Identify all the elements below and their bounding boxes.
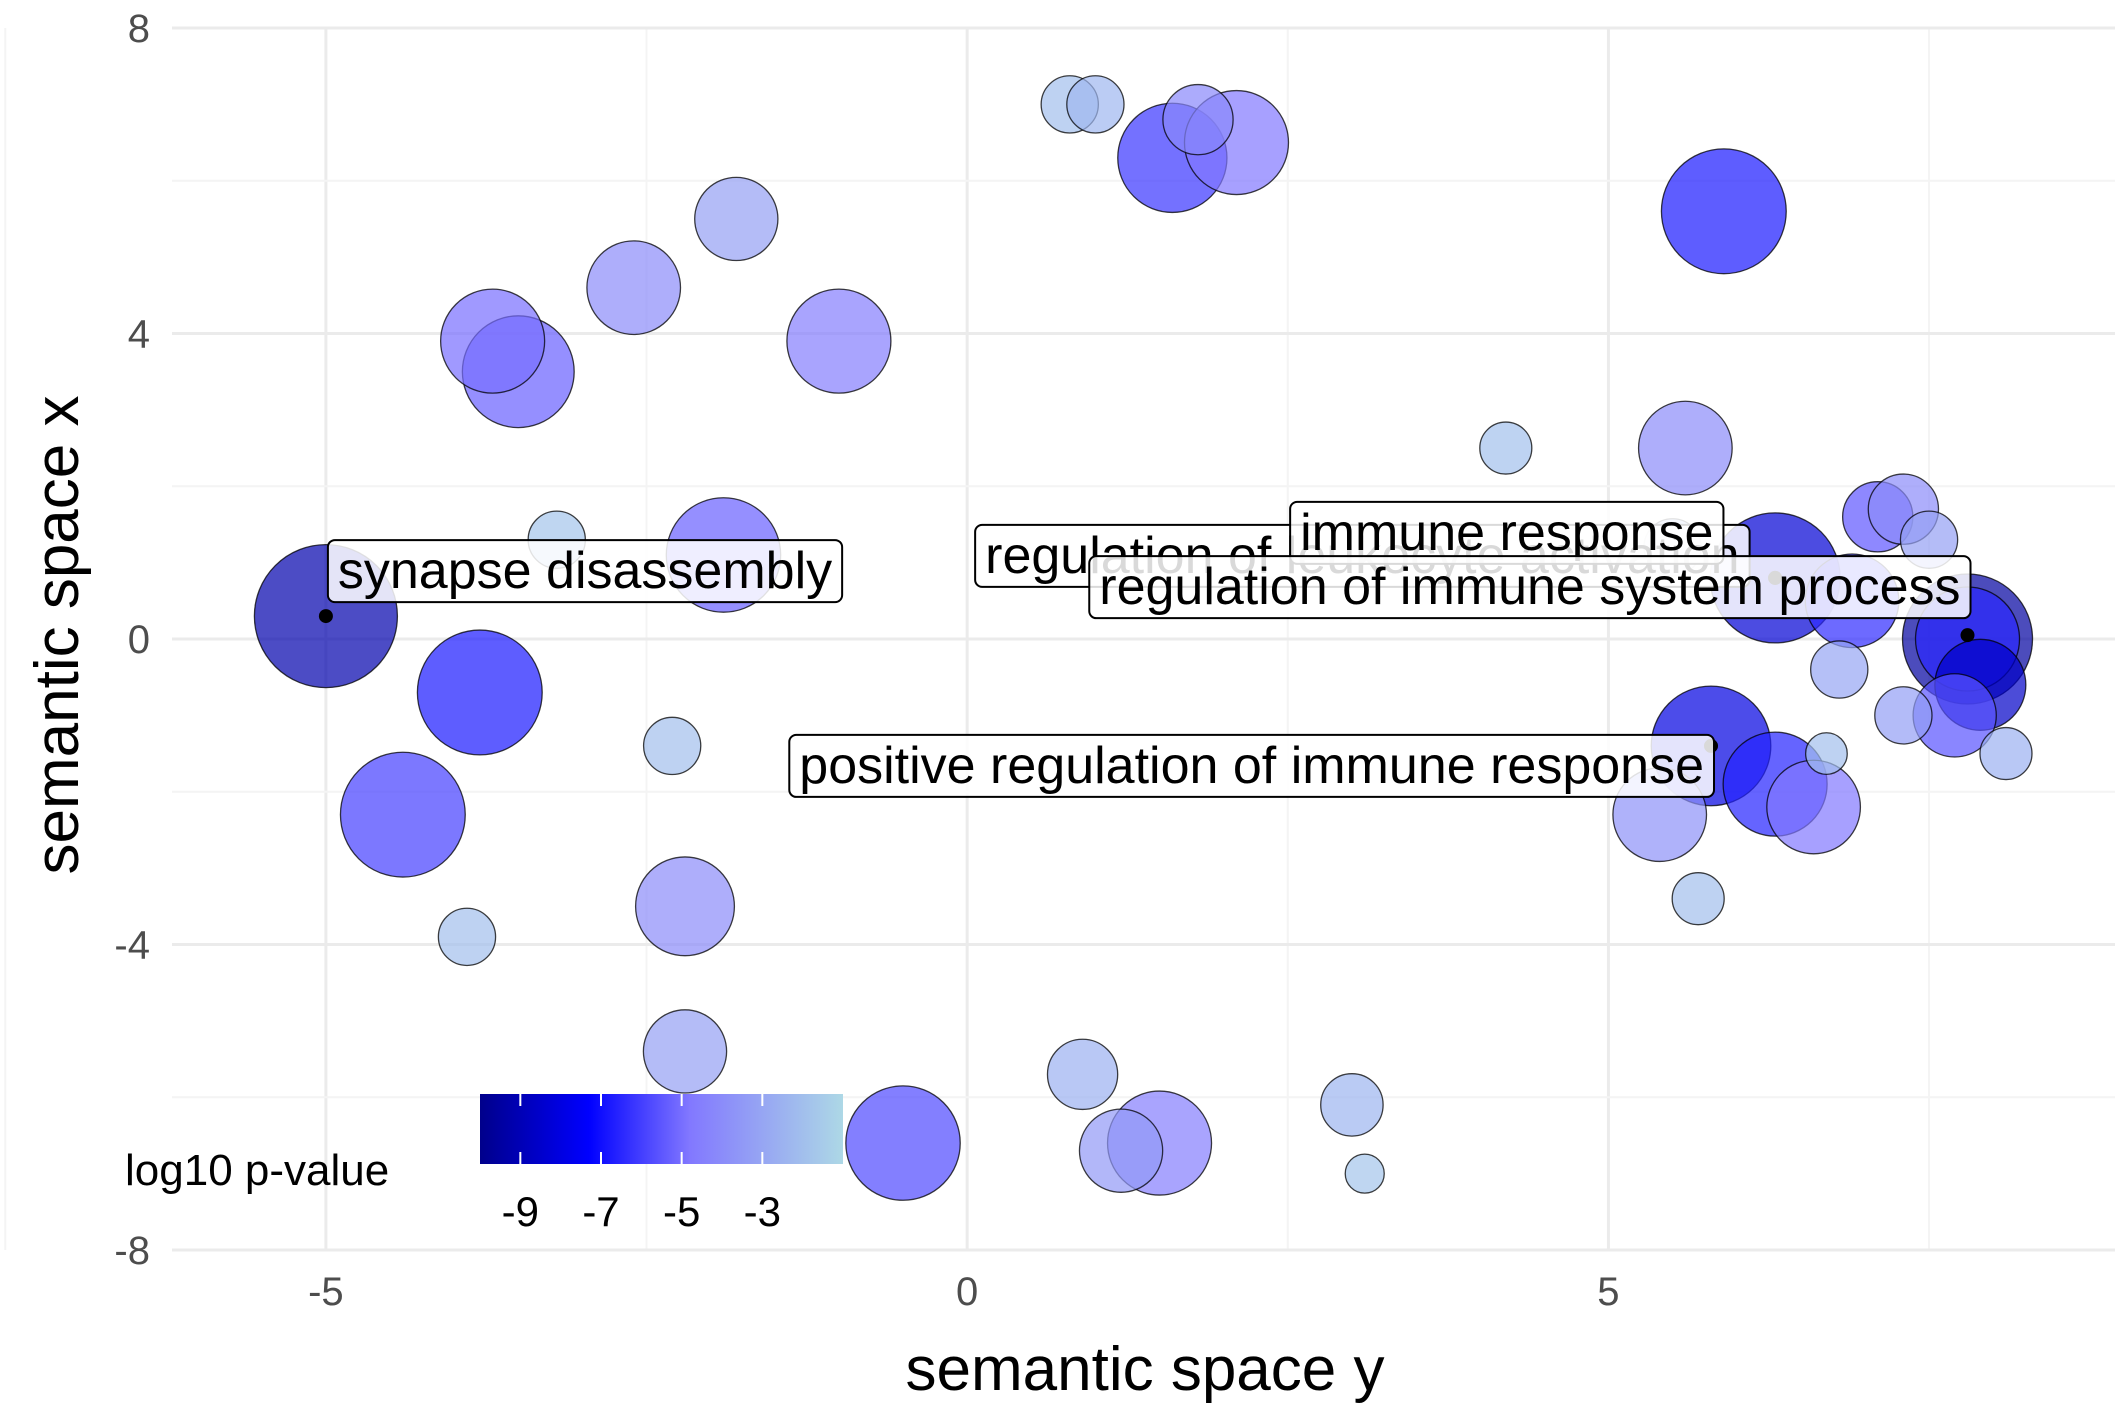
annotation-label: immune response — [1289, 500, 1725, 565]
color-legend: log10 p-value -9 -7 -5 -3 — [125, 1094, 843, 1235]
legend-tick-label: -9 — [502, 1188, 539, 1235]
y-axis-ticks: -8 -4 0 4 8 — [114, 7, 150, 1273]
legend-title: log10 p-value — [125, 1146, 389, 1195]
bubble — [339, 751, 466, 878]
annotation-point — [1960, 628, 1975, 643]
bubble — [1766, 759, 1862, 855]
y-axis-title: semantic space x — [23, 396, 92, 875]
bubble — [1804, 732, 1848, 776]
y-tick-label: -4 — [114, 924, 150, 968]
annotation-text: immune response — [1300, 504, 1713, 562]
bubble — [1479, 421, 1533, 475]
legend-colorbar — [480, 1094, 843, 1164]
annotation-label: positive regulation of immune response — [788, 733, 1716, 798]
bubble — [642, 1009, 728, 1094]
annotation-label-box — [1088, 555, 1972, 620]
annotation-label-box — [326, 539, 844, 604]
legend-tick-label: -5 — [663, 1188, 700, 1235]
x-tick-label: 0 — [956, 1270, 978, 1314]
annotation-label: regulation of immune system process — [1088, 555, 1972, 620]
bubble — [1046, 1038, 1119, 1111]
x-tick-label: -5 — [308, 1270, 344, 1314]
x-axis-ticks: -5 0 5 — [308, 1270, 1619, 1314]
x-tick-label: 5 — [1597, 1270, 1619, 1314]
y-tick-label: 4 — [128, 313, 150, 357]
x-axis-title: semantic space y — [906, 1335, 1385, 1404]
bubble — [437, 907, 497, 967]
bubble — [1979, 726, 2033, 781]
bubble — [1637, 400, 1733, 496]
y-tick-label: 8 — [128, 7, 150, 51]
bubble — [1162, 83, 1234, 156]
annotation-label-box — [788, 733, 1716, 798]
annotation-labels: synapse disassemblyregulation of leukocy… — [326, 500, 1972, 798]
bubble — [642, 716, 702, 776]
bubble — [1874, 686, 1933, 745]
bubble — [1344, 1153, 1385, 1194]
bubble — [634, 856, 736, 957]
bubble — [1660, 148, 1787, 275]
annotation-point — [318, 609, 333, 624]
bubble — [786, 288, 892, 394]
bubble — [586, 240, 682, 336]
legend-tick-label: -3 — [744, 1188, 781, 1235]
bubble — [416, 629, 543, 756]
y-tick-label: -8 — [114, 1229, 150, 1273]
annotation-label: synapse disassembly — [326, 539, 844, 604]
bubble — [845, 1085, 961, 1201]
annotation-text: synapse disassembly — [338, 542, 832, 600]
bubble — [1810, 640, 1869, 699]
annotation-text: positive regulation of immune response — [799, 737, 1704, 795]
bubble — [1066, 75, 1125, 134]
bubble — [439, 288, 546, 394]
legend-ticks: -9 -7 -5 -3 — [502, 1094, 781, 1235]
legend-tick-label: -7 — [582, 1188, 619, 1235]
bubble — [694, 176, 779, 262]
bubble — [1078, 1108, 1164, 1193]
bubble — [1671, 872, 1725, 926]
annotation-text: regulation of immune system process — [1099, 558, 1960, 616]
y-tick-label: 0 — [128, 618, 150, 662]
bubble — [1320, 1073, 1384, 1137]
